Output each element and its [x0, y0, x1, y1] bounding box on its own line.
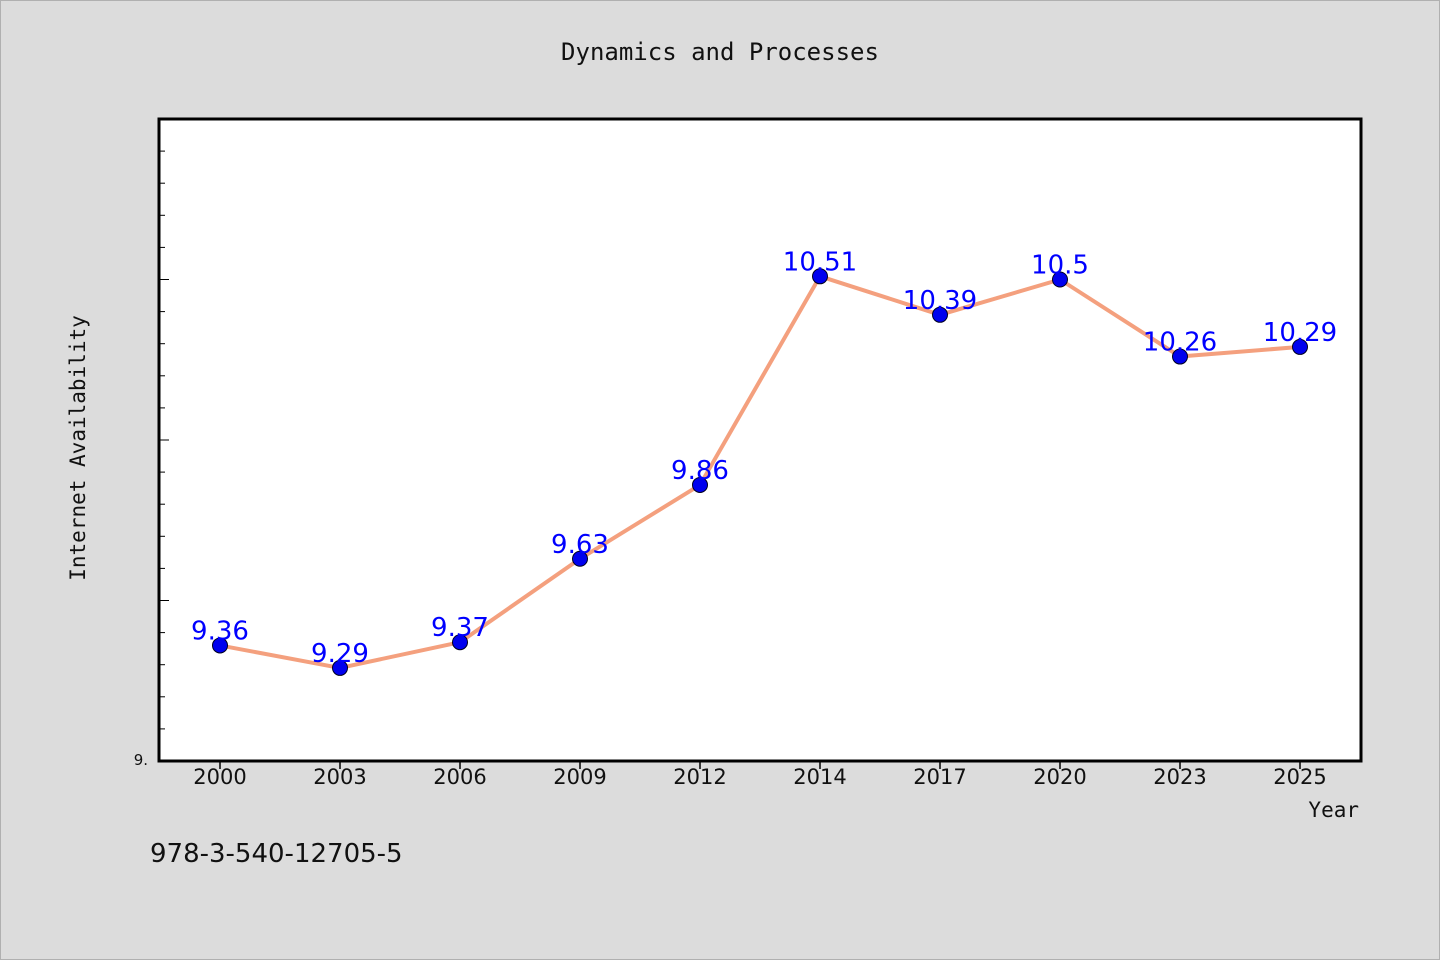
data-label: 9.37 — [431, 613, 489, 643]
x-tick-label: 2003 — [313, 765, 366, 789]
data-label: 10.26 — [1143, 328, 1217, 358]
data-label: 10.51 — [783, 247, 857, 277]
x-axis-ticks — [219, 761, 1301, 769]
footer-id: 978-3-540-12705-5 — [150, 839, 403, 869]
data-label: 9.29 — [311, 639, 369, 669]
x-tick-label: 2017 — [913, 765, 966, 789]
data-point — [452, 634, 468, 651]
series-line — [218, 274, 1302, 670]
data-label: 9.86 — [671, 456, 729, 486]
x-tick-label: 2006 — [433, 765, 486, 789]
y-axis-ticks — [159, 150, 169, 762]
plot-area — [157, 117, 1363, 763]
data-label: 10.29 — [1263, 318, 1337, 348]
data-point — [212, 637, 228, 654]
x-axis-label: Year — [1308, 798, 1359, 822]
x-tick-label: 2000 — [193, 765, 246, 789]
data-label: 9.63 — [551, 530, 609, 560]
data-point — [572, 550, 588, 567]
y-tick-label: 9. — [134, 751, 148, 769]
x-tick-label: 2009 — [553, 765, 606, 789]
chart-title: Dynamics and Processes — [561, 38, 879, 66]
data-label: 10.5 — [1031, 251, 1089, 281]
series-internet-availability — [218, 274, 1302, 670]
data-point — [932, 306, 948, 323]
data-point — [1052, 271, 1068, 288]
x-tick-labels: 2000 2003 2006 2009 2012 2014 2017 2020 2023 2025 — [193, 765, 1326, 789]
data-points — [212, 268, 1308, 676]
data-point — [332, 659, 348, 676]
data-point — [1172, 348, 1188, 365]
x-tick-label: 2014 — [793, 765, 846, 789]
x-tick-label: 2012 — [673, 765, 726, 789]
data-label: 9.36 — [191, 616, 249, 646]
x-tick-label: 2020 — [1033, 765, 1086, 789]
data-labels: 9.36 9.29 9.37 9.63 9.86 10.51 10.39 10.5 10.26 1… — [191, 247, 1337, 669]
x-tick-label: 2025 — [1273, 765, 1326, 789]
x-tick-label: 2023 — [1153, 765, 1206, 789]
y-axis-label: Internet Availability — [66, 315, 90, 581]
data-point — [812, 268, 828, 285]
data-label: 10.39 — [903, 286, 977, 316]
data-point — [1292, 338, 1308, 355]
data-point — [692, 476, 708, 493]
